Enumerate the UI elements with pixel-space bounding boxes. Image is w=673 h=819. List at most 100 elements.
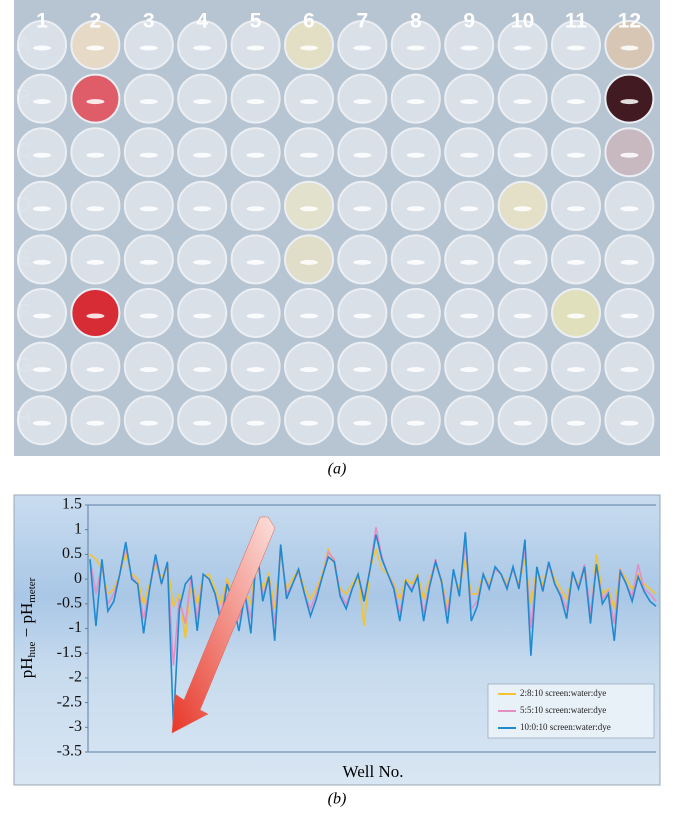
well bbox=[230, 341, 281, 392]
y-tick-label: -1 bbox=[69, 619, 82, 636]
column-label: 11 bbox=[565, 10, 588, 33]
well bbox=[497, 20, 548, 70]
well bbox=[444, 288, 495, 338]
y-tick-label: -2 bbox=[69, 669, 82, 686]
y-tick-label: 1 bbox=[74, 520, 82, 537]
well bbox=[123, 341, 174, 392]
well-glare bbox=[406, 420, 425, 426]
well bbox=[284, 127, 334, 178]
well-glare bbox=[406, 206, 425, 212]
well bbox=[337, 127, 388, 178]
well bbox=[230, 180, 281, 231]
well bbox=[337, 341, 388, 392]
y-axis-label-part: hue bbox=[26, 642, 38, 658]
data-line bbox=[89, 546, 657, 639]
well-glare bbox=[513, 45, 532, 51]
well bbox=[177, 180, 228, 231]
column-label: 9 bbox=[463, 10, 475, 33]
y-tick-label: 0 bbox=[74, 570, 82, 587]
well bbox=[123, 20, 174, 70]
panel-label: (a) bbox=[328, 461, 347, 478]
well-glare bbox=[406, 45, 425, 51]
well bbox=[284, 395, 334, 446]
well-glare bbox=[246, 367, 265, 373]
well-glare bbox=[246, 259, 265, 265]
well bbox=[284, 234, 334, 285]
y-axis-label-part: meter bbox=[26, 577, 38, 602]
well bbox=[444, 20, 495, 70]
well-glare bbox=[353, 420, 372, 426]
well bbox=[551, 341, 601, 392]
y-axis-label: pHhue − pHmeter bbox=[17, 577, 38, 678]
well-glare bbox=[139, 367, 158, 373]
well bbox=[444, 234, 495, 285]
well bbox=[17, 288, 67, 338]
well-glare bbox=[567, 420, 585, 426]
legend-label: 2:8:10 screen:water:dye bbox=[520, 688, 606, 698]
well bbox=[70, 395, 121, 446]
x-axis-label: Well No. bbox=[343, 762, 404, 781]
well bbox=[284, 20, 334, 70]
well bbox=[17, 234, 67, 285]
well bbox=[444, 73, 495, 124]
y-tick-label: -3 bbox=[69, 718, 82, 735]
well-glare bbox=[406, 367, 425, 373]
well bbox=[551, 127, 601, 178]
well bbox=[177, 73, 228, 124]
well bbox=[551, 288, 601, 338]
well-glare bbox=[86, 45, 105, 51]
well-glare bbox=[86, 313, 105, 319]
well-glare bbox=[620, 313, 639, 319]
well-glare bbox=[406, 99, 425, 105]
well-glare bbox=[246, 313, 265, 319]
well-glare bbox=[193, 45, 212, 51]
chart: 1.5 1 0.5 0 -0.5 -1 -1.5 -2 -2.5 -3 -3.5 pHhue − pH… bbox=[17, 496, 657, 781]
well bbox=[390, 341, 441, 392]
well bbox=[444, 127, 495, 178]
well-glare bbox=[300, 152, 318, 158]
well bbox=[17, 395, 67, 446]
well bbox=[604, 127, 655, 178]
well-glare bbox=[567, 152, 585, 158]
well bbox=[284, 73, 334, 124]
well-glare bbox=[139, 45, 158, 51]
well bbox=[177, 127, 228, 178]
well-glare bbox=[353, 259, 372, 265]
column-label: 1 bbox=[36, 10, 48, 33]
y-tick-label: -1.5 bbox=[57, 644, 82, 661]
well bbox=[123, 180, 174, 231]
well-glare bbox=[139, 152, 158, 158]
well-glare bbox=[300, 99, 318, 105]
well-glare bbox=[353, 45, 372, 51]
well bbox=[70, 234, 121, 285]
well-glare bbox=[406, 259, 425, 265]
well-glare bbox=[460, 367, 479, 373]
column-label: 8 bbox=[410, 10, 422, 33]
well bbox=[390, 127, 441, 178]
well bbox=[551, 395, 601, 446]
well bbox=[604, 73, 655, 124]
chart-panel bbox=[13, 494, 661, 786]
well-glare bbox=[193, 313, 212, 319]
well bbox=[604, 288, 655, 338]
well-glare bbox=[193, 152, 212, 158]
well-glare bbox=[33, 313, 51, 319]
well-glare bbox=[193, 367, 212, 373]
well bbox=[390, 288, 441, 338]
column-label: 4 bbox=[196, 10, 208, 33]
well-glare bbox=[246, 420, 265, 426]
well bbox=[123, 288, 174, 338]
well-glare bbox=[139, 206, 158, 212]
well-glare bbox=[246, 152, 265, 158]
well bbox=[497, 127, 548, 178]
well bbox=[284, 341, 334, 392]
well-glare bbox=[353, 367, 372, 373]
well-glare bbox=[353, 152, 372, 158]
well-glare bbox=[567, 313, 585, 319]
well bbox=[70, 127, 121, 178]
panel-label: (b) bbox=[328, 791, 347, 808]
well bbox=[390, 395, 441, 446]
well bbox=[284, 180, 334, 231]
well-glare bbox=[246, 206, 265, 212]
